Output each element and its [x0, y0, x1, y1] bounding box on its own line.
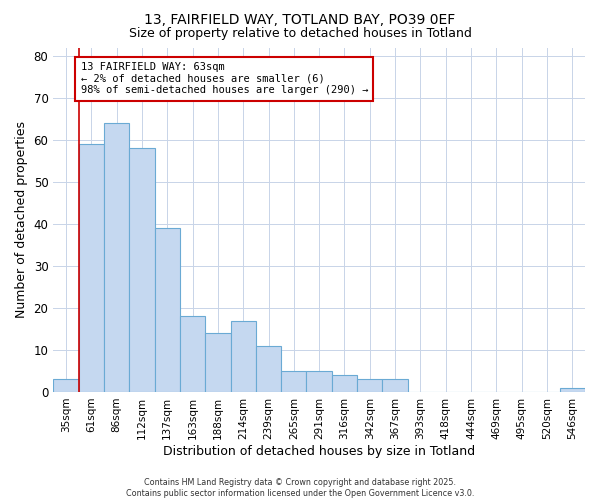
Bar: [129, 148, 155, 392]
Bar: [281, 371, 307, 392]
Text: Contains HM Land Registry data © Crown copyright and database right 2025.
Contai: Contains HM Land Registry data © Crown c…: [126, 478, 474, 498]
Text: 13, FAIRFIELD WAY, TOTLAND BAY, PO39 0EF: 13, FAIRFIELD WAY, TOTLAND BAY, PO39 0EF: [145, 12, 455, 26]
Text: 13 FAIRFIELD WAY: 63sqm
← 2% of detached houses are smaller (6)
98% of semi-deta: 13 FAIRFIELD WAY: 63sqm ← 2% of detached…: [80, 62, 368, 96]
X-axis label: Distribution of detached houses by size in Totland: Distribution of detached houses by size …: [163, 444, 475, 458]
Bar: [332, 375, 357, 392]
Bar: [256, 346, 281, 392]
Bar: [79, 144, 104, 392]
Bar: [307, 371, 332, 392]
Bar: [230, 320, 256, 392]
Bar: [560, 388, 585, 392]
Bar: [53, 380, 79, 392]
Bar: [382, 380, 408, 392]
Bar: [155, 228, 180, 392]
Text: Size of property relative to detached houses in Totland: Size of property relative to detached ho…: [128, 28, 472, 40]
Y-axis label: Number of detached properties: Number of detached properties: [15, 121, 28, 318]
Bar: [357, 380, 382, 392]
Bar: [180, 316, 205, 392]
Bar: [104, 123, 129, 392]
Bar: [205, 333, 230, 392]
